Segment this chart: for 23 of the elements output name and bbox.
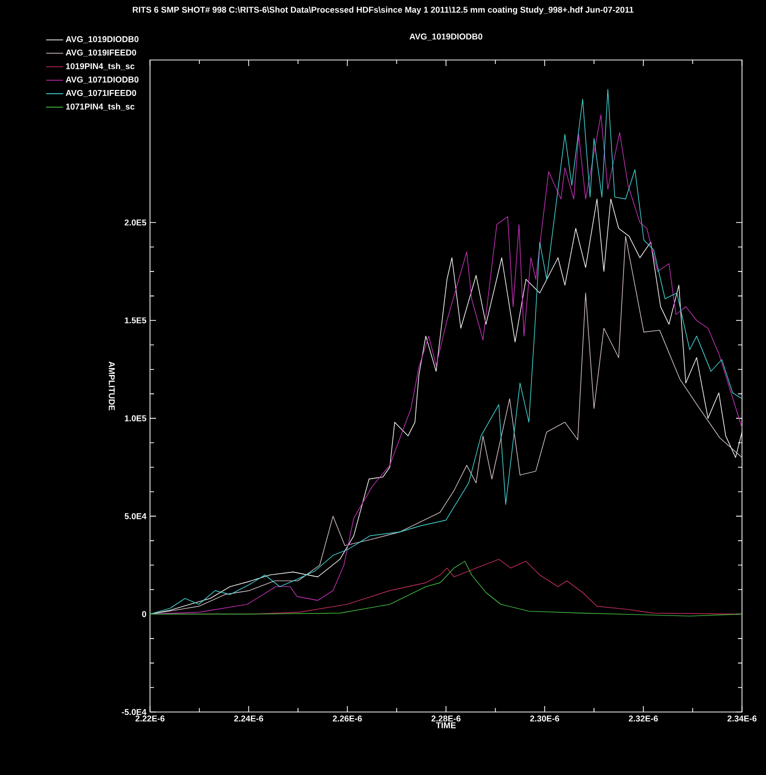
chart-title: RITS 6 SMP SHOT# 998 C:\RITS-6\Shot Data\Processed HDFs\since May 1 2011\12.5 mm coating Study_998+.hdf Jun-07-2011	[132, 6, 634, 14]
legend-label: AVG_1019DIODB0	[66, 36, 138, 44]
y-axis-title: AMPLITUDE	[108, 362, 115, 410]
y-tick-label: 2.0E5	[124, 220, 146, 226]
x-tick-label: 2.24E-6	[234, 716, 264, 722]
x-tick-label: 2.22E-6	[135, 716, 165, 722]
x-tick-label: 2.28E-6	[431, 716, 461, 722]
x-axis-title: TIME	[436, 722, 456, 728]
legend-label: AVG_1071DIODB0	[66, 76, 138, 84]
y-tick-label: -5.0E4	[122, 709, 146, 715]
x-tick-label: 2.26E-6	[332, 716, 362, 722]
y-tick-label: 0	[142, 611, 146, 618]
y-tick-label: 5.0E4	[124, 513, 146, 520]
x-tick-label: 2.34E-6	[727, 716, 757, 722]
legend-label: AVG_1071IFEED0	[66, 90, 136, 97]
legend-label: AVG_1019IFEED0	[66, 50, 136, 57]
chart-subtitle: AVG_1019DIODB0	[410, 34, 482, 40]
y-tick-label: 1.0E5	[124, 415, 146, 422]
y-tick-label: 1.5E5	[124, 317, 146, 324]
legend-label: 1019PIN4_tsh_sc	[66, 62, 135, 70]
legend-label: 1071PIN4_tsh_sc	[66, 103, 135, 111]
x-tick-label: 2.32E-6	[628, 716, 658, 722]
x-tick-label: 2.30E-6	[530, 716, 560, 722]
